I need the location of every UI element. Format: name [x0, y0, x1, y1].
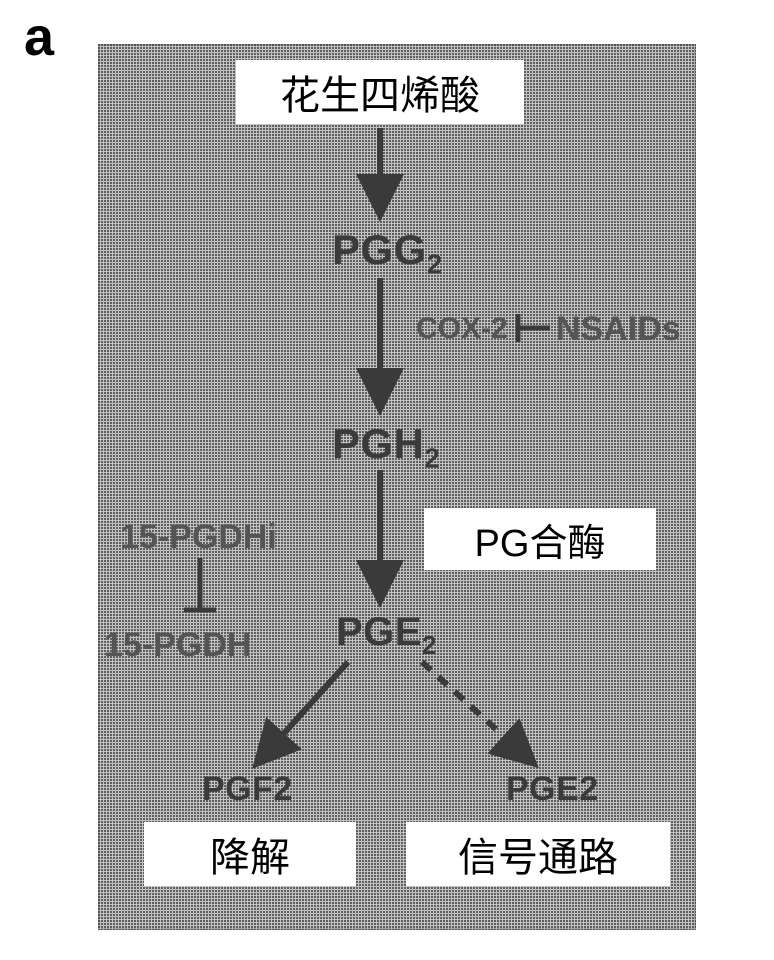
- node-label: PGH: [332, 420, 425, 467]
- node-label: 花生四烯酸: [280, 63, 480, 121]
- node-pgh2: PGH2: [332, 420, 440, 474]
- node-sub: 2: [425, 442, 441, 473]
- node-pge2: PGE2: [336, 610, 437, 661]
- node-sub: 2: [422, 630, 437, 660]
- node-pgf2: PGF2: [202, 770, 293, 809]
- label-cox2: COX-2: [416, 312, 508, 346]
- node-label: 降解: [210, 825, 290, 883]
- panel-label: a: [24, 6, 53, 68]
- pathway-background: [98, 44, 696, 930]
- diagram-canvas: a 花生四烯酸 PGG2 COX-2 NSAIDs PGH2 PG合酶 15-P…: [0, 0, 774, 960]
- node-label: PGE: [336, 610, 422, 654]
- label-nsaids: NSAIDs: [556, 310, 681, 349]
- node-pgg2: PGG2: [332, 226, 443, 280]
- node-arachidonic-acid: 花生四烯酸: [236, 60, 524, 124]
- node-label: PGG: [332, 226, 427, 273]
- node-pge2-right: PGE2: [506, 770, 599, 809]
- node-label: PG合酶: [475, 512, 606, 567]
- label-15-pgdh: 15-PGDH: [104, 626, 251, 665]
- node-degradation: 降解: [144, 822, 356, 886]
- label-15-pgdhi: 15-PGDHi: [120, 518, 277, 557]
- node-signaling-pathway: 信号通路: [406, 822, 670, 886]
- node-pg-synthase: PG合酶: [424, 508, 656, 570]
- node-sub: 2: [427, 248, 443, 279]
- node-label: 信号通路: [458, 825, 618, 883]
